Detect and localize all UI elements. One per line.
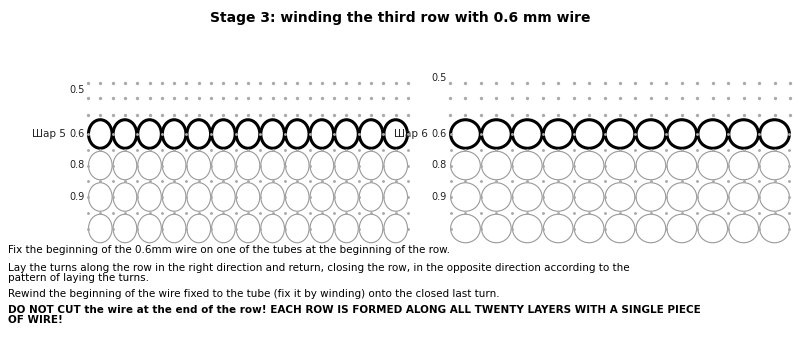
- Text: 0.9: 0.9: [70, 192, 85, 202]
- Text: 0.5: 0.5: [70, 85, 85, 95]
- Text: DO NOT CUT the wire at the end of the row! EACH ROW IS FORMED ALONG ALL TWENTY L: DO NOT CUT the wire at the end of the ro…: [8, 305, 701, 315]
- Text: 0.8: 0.8: [70, 160, 85, 171]
- Text: Шар 6: Шар 6: [394, 129, 428, 139]
- Text: 0.9: 0.9: [432, 192, 447, 202]
- Text: Stage 3: winding the third row with 0.6 mm wire: Stage 3: winding the third row with 0.6 …: [210, 11, 590, 25]
- Text: OF WIRE!: OF WIRE!: [8, 315, 63, 325]
- Text: 0.6: 0.6: [70, 129, 85, 139]
- Text: Lay the turns along the row in the right direction and return, closing the row, : Lay the turns along the row in the right…: [8, 263, 630, 273]
- Text: Fix the beginning of the 0.6mm wire on one of the tubes at the beginning of the : Fix the beginning of the 0.6mm wire on o…: [8, 245, 450, 255]
- Text: 0.8: 0.8: [432, 160, 447, 171]
- Text: Rewind the beginning of the wire fixed to the tube (fix it by winding) onto the : Rewind the beginning of the wire fixed t…: [8, 289, 500, 299]
- Text: pattern of laying the turns.: pattern of laying the turns.: [8, 273, 149, 283]
- Text: 0.6: 0.6: [432, 129, 447, 139]
- Text: Шар 5: Шар 5: [32, 129, 66, 139]
- Text: 0.5: 0.5: [432, 73, 447, 83]
